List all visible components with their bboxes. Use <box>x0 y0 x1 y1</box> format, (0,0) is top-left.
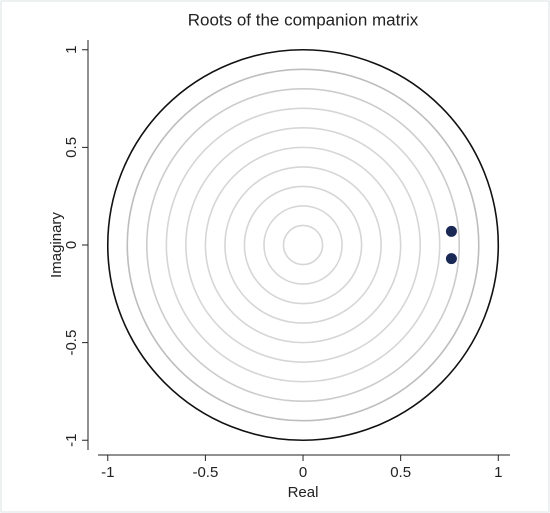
chart-title: Roots of the companion matrix <box>188 10 419 29</box>
y-axis-label: Imaginary <box>48 212 65 278</box>
x-tick-label: 0.5 <box>390 464 411 481</box>
y-tick-label: -0.5 <box>63 330 80 356</box>
x-tick-label: 0 <box>299 464 307 481</box>
y-tick-label: 1 <box>63 46 80 54</box>
root-point <box>445 225 457 237</box>
reference-circle <box>204 146 402 344</box>
x-axis-label: Real <box>288 484 319 501</box>
y-tick-label: 0 <box>63 241 80 249</box>
x-tick-label: 1 <box>494 464 502 481</box>
reference-circle <box>243 185 363 305</box>
reference-circle <box>106 48 500 442</box>
reference-circle <box>126 68 480 422</box>
x-tick-label: -1 <box>101 464 114 481</box>
reference-circle <box>224 166 382 324</box>
reference-circle <box>185 127 421 363</box>
reference-circle <box>146 87 461 403</box>
x-tick-label: -0.5 <box>192 464 218 481</box>
y-tick-label: -1 <box>63 434 80 447</box>
reference-circle <box>165 107 441 383</box>
reference-circle <box>282 224 324 266</box>
root-point <box>445 253 457 265</box>
y-tick-label: 0.5 <box>63 137 80 158</box>
reference-circle <box>263 205 343 285</box>
